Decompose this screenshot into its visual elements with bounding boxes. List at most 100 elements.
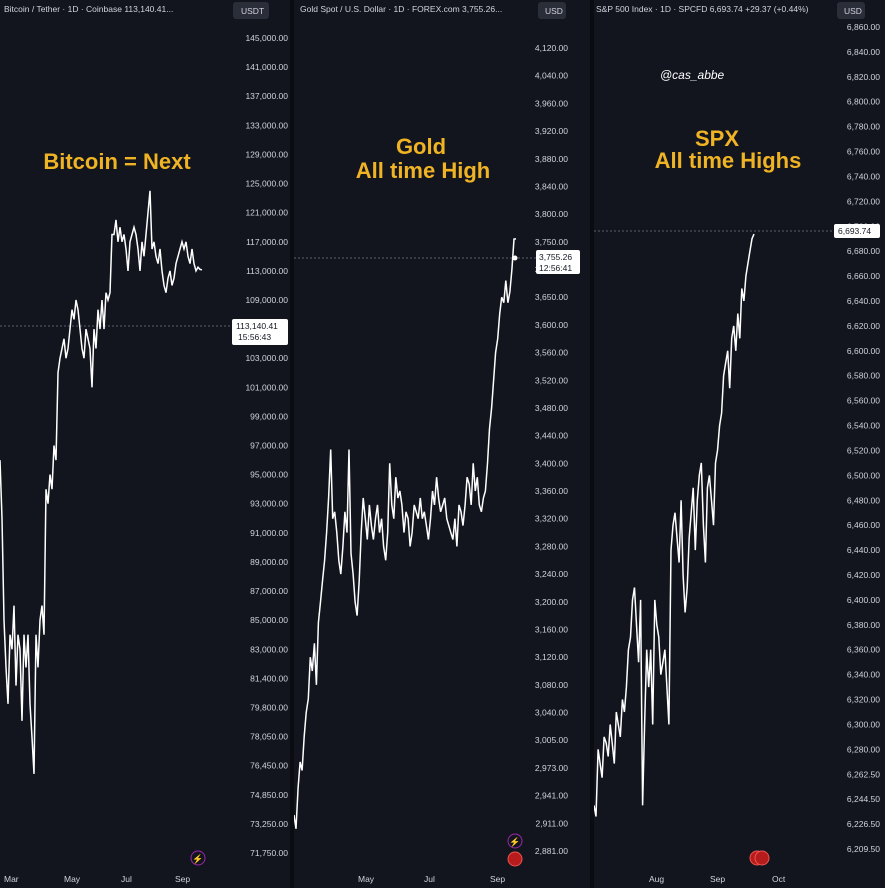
btc-y-tick: 129,000.00 [245,149,288,159]
spx-currency: USD [844,6,862,16]
spx-annotation-line1: SPX [695,126,739,151]
gold-annotation-line2: All time High [356,158,490,183]
gold-y-tick: 3,440.00 [535,431,568,441]
gold-y-tick: 2,941.00 [535,791,568,801]
btc-price-label: 113,140.41 [236,321,278,331]
gold-y-tick: 3,160.00 [535,624,568,634]
btc-y-tick: 74,850.00 [250,790,288,800]
btc-y-tick: 109,000.00 [245,295,288,305]
spx-y-tick: 6,560.00 [847,396,880,406]
spx-chart[interactable]: S&P 500 Index · 1D · SPCFD 6,693.74 +29.… [594,0,885,888]
btc-x-label: May [64,874,81,884]
gold-y-tick: 3,960.00 [535,98,568,108]
gold-y-tick: 3,360.00 [535,486,568,496]
btc-y-tick: 101,000.00 [245,382,288,392]
btc-y-tick: 71,750.00 [250,848,288,858]
gold-y-tick: 2,881.00 [535,846,568,856]
btc-y-tick: 89,000.00 [250,557,288,567]
gold-x-label: Jul [424,874,435,884]
btc-y-tick: 83,000.00 [250,644,288,654]
spx-y-tick: 6,800.00 [847,97,880,107]
gold-y-tick: 3,280.00 [535,541,568,551]
spx-y-tick: 6,640.00 [847,296,880,306]
gold-y-tick: 4,040.00 [535,71,568,81]
spx-pane[interactable]: S&P 500 Index · 1D · SPCFD 6,693.74 +29.… [594,0,885,888]
gold-y-tick: 3,480.00 [535,403,568,413]
btc-header: Bitcoin / Tether · 1D · Coinbase 113,140… [4,4,173,14]
gold-y-tick: 3,880.00 [535,154,568,164]
spx-price-series [594,233,755,817]
gold-y-tick: 3,920.00 [535,126,568,136]
spx-y-tick: 6,480.00 [847,495,880,505]
spx-y-tick: 6,620.00 [847,321,880,331]
pane-divider-2[interactable] [590,0,594,888]
gold-y-tick: 3,120.00 [535,652,568,662]
gold-pane[interactable]: Gold Spot / U.S. Dollar · 1D · FOREX.com… [294,0,590,888]
btc-y-tick: 137,000.00 [245,91,288,101]
spx-y-tick: 6,440.00 [847,545,880,555]
spx-y-tick: 6,840.00 [847,47,880,57]
btc-currency-badge[interactable] [233,2,269,19]
btc-y-tick: 78,050.00 [250,732,288,742]
btc-flash-icon[interactable] [190,850,206,866]
spx-y-tick: 6,680.00 [847,246,880,256]
spx-x-label: Sep [710,874,725,884]
spx-currency-badge[interactable] [837,2,865,19]
btc-pane[interactable]: Bitcoin / Tether · 1D · Coinbase 113,140… [0,0,290,888]
spx-y-tick: 6,244.50 [847,794,880,804]
spx-y-tick: 6,540.00 [847,421,880,431]
spx-us-flag-icon-2[interactable] [754,850,770,866]
btc-currency: USDT [241,6,264,16]
btc-x-label: Mar [4,874,19,884]
spx-y-tick: 6,500.00 [847,470,880,480]
btc-y-tick: 95,000.00 [250,470,288,480]
gold-us-flag-icon[interactable] [507,851,523,867]
spx-y-tick: 6,380.00 [847,620,880,630]
gold-countdown: 12:56:41 [539,263,572,273]
spx-y-tick: 6,740.00 [847,171,880,181]
gold-currency: USD [545,6,563,16]
gold-flash-icon[interactable] [507,833,523,849]
watermark: @cas_abbe [660,68,725,82]
gold-y-tick: 3,040.00 [535,708,568,718]
gold-y-tick: 3,240.00 [535,569,568,579]
gold-y-tick: 3,320.00 [535,514,568,524]
btc-y-tick: 91,000.00 [250,528,288,538]
spx-y-tick: 6,720.00 [847,196,880,206]
gold-y-tick: 2,973.00 [535,763,568,773]
spx-y-tick: 6,209.50 [847,844,880,854]
gold-x-label: Sep [490,874,505,884]
gold-y-tick: 3,560.00 [535,348,568,358]
btc-y-tick: 73,250.00 [250,819,288,829]
btc-chart[interactable]: Bitcoin / Tether · 1D · Coinbase 113,140… [0,0,290,888]
gold-y-tick: 3,840.00 [535,181,568,191]
spx-price-badge [834,224,880,238]
spx-price-label: 6,693.74 [838,226,871,236]
spx-annotation-line2: All time Highs [655,148,802,173]
pane-divider-1[interactable] [290,0,294,888]
gold-annotation-line1: Gold [396,134,446,159]
gold-y-tick: 3,520.00 [535,375,568,385]
btc-y-tick: 99,000.00 [250,411,288,421]
gold-y-tick: 3,005.00 [535,735,568,745]
btc-x-label: Jul [121,874,132,884]
spx-y-tick: 6,400.00 [847,595,880,605]
gold-y-tick: 3,650.00 [535,292,568,302]
btc-y-tick: 85,000.00 [250,615,288,625]
gold-y-tick: 2,911.00 [536,818,569,828]
gold-currency-badge[interactable] [538,2,566,19]
gold-chart[interactable]: Gold Spot / U.S. Dollar · 1D · FOREX.com… [294,0,590,888]
btc-annotation: Bitcoin = Next [43,149,191,174]
spx-y-tick: 6,420.00 [847,570,880,580]
spx-y-tick: 6,280.00 [847,744,880,754]
spx-y-tick: 6,780.00 [847,122,880,132]
btc-price-series [0,190,203,774]
btc-y-tick: 97,000.00 [250,441,288,451]
spx-y-tick: 6,860.00 [847,22,880,32]
svg-text:⚡: ⚡ [509,836,520,848]
btc-y-tick: 145,000.00 [245,33,288,43]
spx-y-tick: 6,320.00 [847,695,880,705]
spx-y-tick: 6,600.00 [847,346,880,356]
spx-y-tick: 6,660.00 [847,271,880,281]
